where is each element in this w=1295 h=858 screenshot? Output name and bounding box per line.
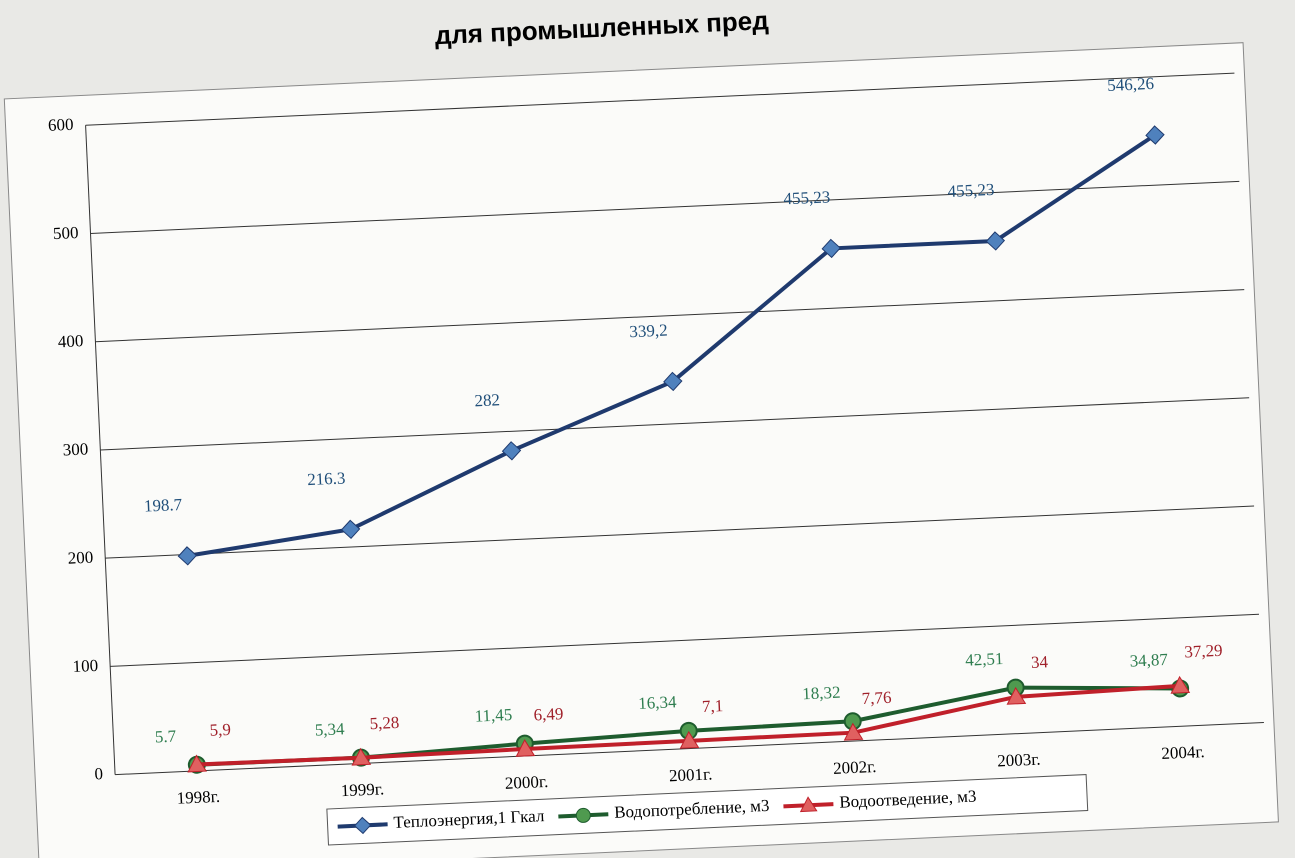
y-tick-label: 100 — [72, 656, 98, 676]
legend-marker — [353, 816, 372, 835]
grid-line — [100, 397, 1250, 451]
marker — [1006, 686, 1027, 705]
data-label: 5,9 — [209, 720, 231, 740]
y-tick-label: 500 — [53, 223, 79, 243]
x-tick-label: 2000г. — [505, 772, 549, 793]
x-tick-label: 2002г. — [833, 757, 877, 778]
y-tick-label: 300 — [62, 439, 88, 459]
data-label: 18,32 — [802, 683, 841, 704]
legend-marker — [575, 807, 591, 823]
marker — [821, 238, 841, 259]
marker — [501, 441, 522, 461]
legend-box — [326, 774, 1089, 846]
data-label: 7,76 — [861, 688, 892, 708]
data-label: 34,87 — [1129, 650, 1169, 671]
data-label: 198.7 — [144, 495, 184, 516]
data-label: 5.7 — [155, 727, 178, 747]
marker — [177, 546, 198, 566]
x-tick-label: 2003г. — [997, 750, 1041, 771]
x-tick-label: 2004г. — [1161, 742, 1205, 763]
marker — [663, 371, 683, 392]
y-tick-label: 600 — [48, 115, 74, 135]
data-label: 7,1 — [702, 696, 724, 716]
chart-title: для промышленных пред — [434, 5, 770, 50]
grid-line — [105, 505, 1255, 559]
data-label: 6,49 — [533, 704, 564, 724]
data-label: 37,29 — [1184, 641, 1223, 662]
y-axis — [85, 125, 116, 775]
grid-line — [115, 721, 1264, 776]
grid-line — [90, 180, 1240, 235]
marker — [1170, 675, 1191, 694]
data-label: 42,51 — [965, 649, 1004, 670]
grid-line — [95, 289, 1245, 343]
data-label: 5,28 — [369, 713, 400, 733]
data-label: 282 — [474, 390, 500, 410]
data-label: 11,45 — [474, 705, 512, 726]
data-label: 16,34 — [638, 692, 678, 713]
data-label: 34 — [1031, 652, 1049, 672]
y-tick-label: 200 — [67, 548, 93, 568]
grid-line — [110, 613, 1260, 667]
data-label: 5,34 — [314, 719, 345, 739]
chart-frame — [3, 42, 1279, 858]
grid-line — [85, 72, 1235, 126]
marker — [515, 738, 536, 757]
x-tick-label: 1999г. — [340, 779, 384, 800]
data-label: 455,23 — [783, 187, 831, 208]
data-label: 339,2 — [629, 321, 668, 342]
x-tick-label: 2001г. — [669, 764, 713, 785]
marker — [843, 722, 864, 741]
data-label: 216.3 — [307, 468, 346, 489]
data-label: 455,23 — [947, 180, 995, 201]
data-label: 546,26 — [1107, 74, 1155, 95]
y-tick-label: 400 — [57, 331, 83, 351]
marker — [985, 231, 1006, 251]
marker — [340, 519, 361, 540]
legend-marker — [799, 796, 818, 813]
x-tick-label: 1998г. — [176, 787, 220, 808]
marker — [679, 730, 700, 749]
marker — [1145, 125, 1165, 145]
marker — [187, 754, 208, 773]
marker — [351, 747, 372, 766]
y-tick-label: 0 — [94, 764, 103, 783]
